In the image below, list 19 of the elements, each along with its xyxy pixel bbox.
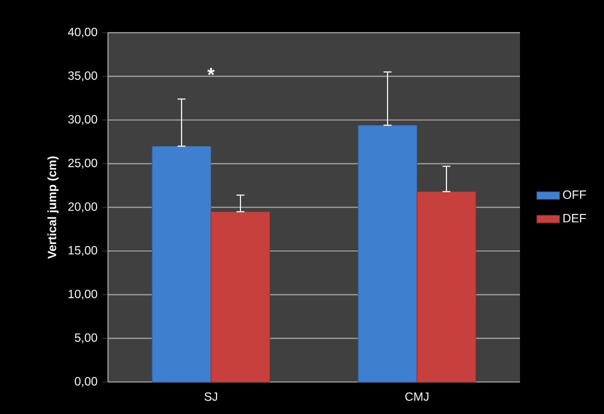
y-tick-label: 35,00 [68, 71, 98, 82]
legend-label: DEF [563, 214, 586, 222]
y-tick-label: 20,00 [68, 202, 98, 212]
bar [416, 191, 476, 382]
bar [210, 211, 270, 382]
bar [358, 124, 418, 382]
y-tick-label: 5,00 [74, 333, 98, 344]
y-tick-label: 25,00 [68, 158, 98, 169]
y-axis-title: Vertical jump (cm) [47, 156, 59, 259]
x-tick-label: SJ [204, 392, 218, 401]
legend-label: OFF [563, 190, 586, 199]
x-tick-label: CMJ [405, 392, 428, 401]
y-tick-label: 15,00 [68, 246, 98, 256]
bar [152, 146, 212, 382]
y-tick-label: 40,00 [68, 28, 98, 38]
y-tick-label: 0,00 [74, 377, 98, 387]
y-tick-label: 10,00 [68, 290, 98, 300]
annotation: * [207, 68, 215, 76]
y-tick-label: 30,00 [68, 115, 98, 125]
